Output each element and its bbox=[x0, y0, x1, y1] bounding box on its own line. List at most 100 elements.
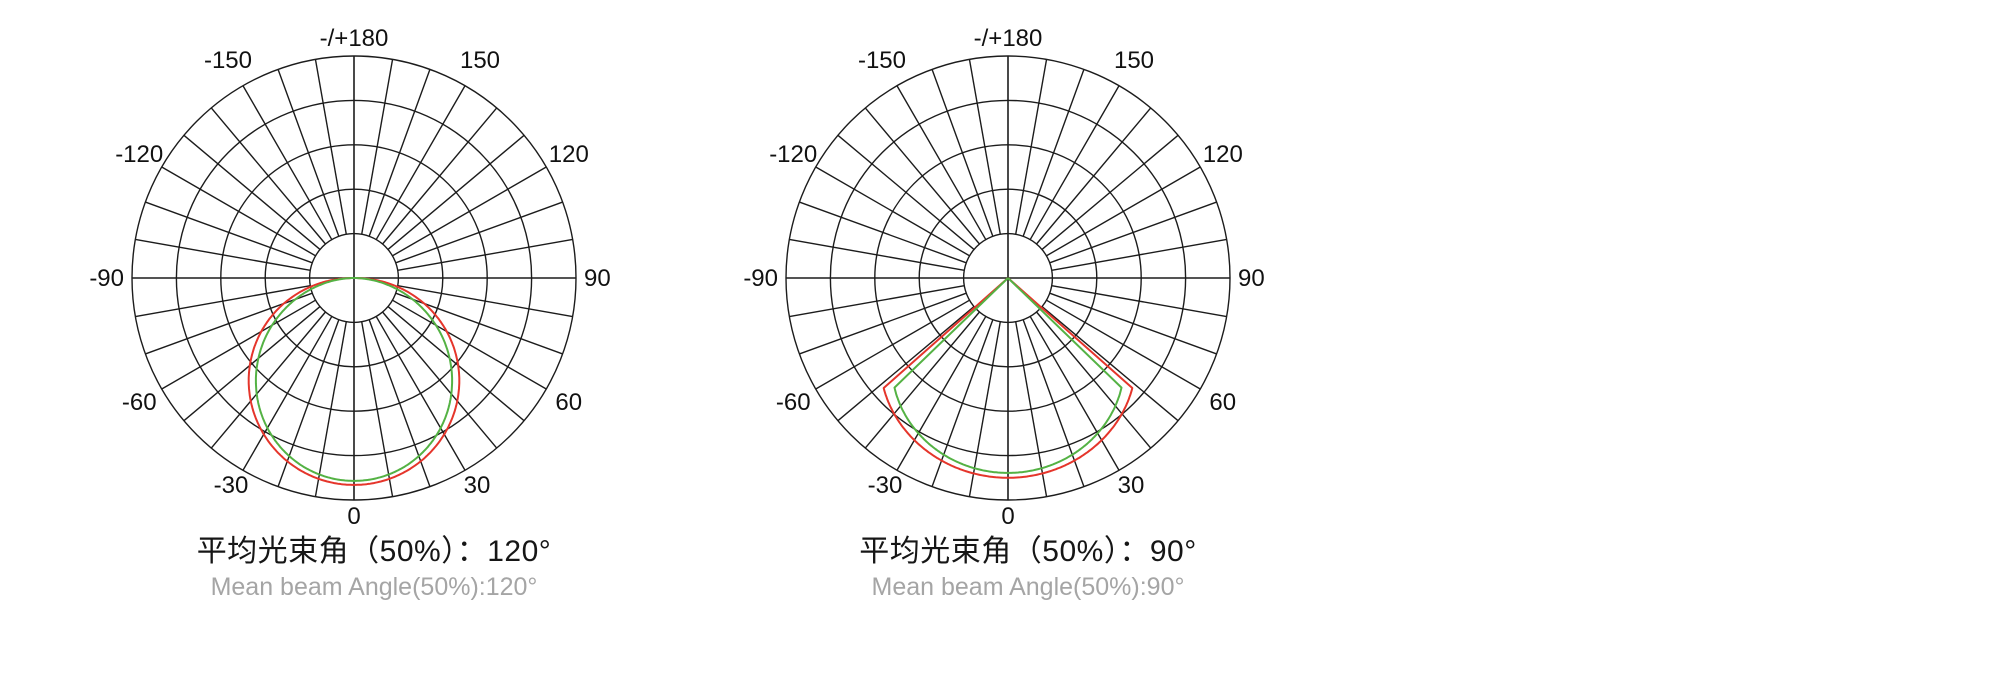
grid-spoke bbox=[382, 107, 498, 245]
grid-spoke bbox=[864, 311, 980, 449]
grid-spoke bbox=[896, 316, 987, 471]
grid-spoke bbox=[277, 69, 340, 237]
beam-curve-plane-C90 bbox=[254, 277, 454, 482]
grid-spoke bbox=[242, 316, 333, 471]
grid-spoke bbox=[799, 201, 967, 264]
grid-spoke bbox=[375, 316, 466, 471]
angle-label: -90 bbox=[743, 265, 778, 292]
angle-label: 120 bbox=[549, 141, 589, 168]
grid-spoke bbox=[183, 134, 321, 250]
chart-caption-120: 平均光束角（50%）：120° Mean beam Angle(50%):120… bbox=[44, 535, 704, 602]
angle-label: -90 bbox=[89, 265, 124, 292]
polar-chart-svg-120: -/+180 150 120 90 60 30 0 -30 -60 -90 -120 -150 bbox=[89, 25, 610, 530]
grid-spoke bbox=[314, 59, 347, 235]
grid-spoke bbox=[837, 134, 975, 250]
angle-label: 150 bbox=[460, 47, 500, 74]
angle-label: 120 bbox=[1203, 141, 1243, 168]
grid-spoke bbox=[375, 85, 466, 240]
grid-spoke bbox=[864, 107, 980, 245]
grid-spoke bbox=[135, 285, 311, 318]
grid-spoke bbox=[277, 319, 340, 487]
grid-spoke bbox=[397, 285, 573, 318]
grid-spoke bbox=[395, 201, 563, 264]
grid-spoke bbox=[1029, 85, 1120, 240]
angle-label: 30 bbox=[464, 472, 491, 499]
angle-label: -60 bbox=[122, 389, 157, 416]
grid-spoke bbox=[397, 238, 573, 271]
caption-chinese: 平均光束角（50%）：90° bbox=[859, 535, 1197, 568]
grid-spoke bbox=[815, 299, 970, 390]
grid-spoke bbox=[145, 292, 313, 355]
angle-label: 60 bbox=[1209, 389, 1236, 416]
beam-curve-plane-C0 bbox=[247, 277, 461, 486]
grid-spoke bbox=[161, 299, 316, 390]
grid-spoke bbox=[1049, 292, 1217, 355]
grid-spoke bbox=[1046, 299, 1201, 390]
grid-spoke bbox=[968, 59, 1001, 235]
grid-spoke bbox=[392, 166, 547, 257]
angle-label: 150 bbox=[1114, 47, 1154, 74]
grid-spoke bbox=[896, 85, 987, 240]
polar-grid bbox=[131, 55, 577, 501]
grid-spoke bbox=[1029, 316, 1120, 471]
chart-caption-90: 平均光束角（50%）：90° Mean beam Angle(50%):90° bbox=[698, 535, 1358, 602]
grid-spoke bbox=[789, 285, 965, 318]
angle-label: -30 bbox=[868, 472, 903, 499]
grid-spoke bbox=[789, 238, 965, 271]
angle-label: 90 bbox=[1238, 265, 1265, 292]
angle-label: -30 bbox=[214, 472, 249, 499]
grid-spoke bbox=[314, 321, 347, 497]
grid-spoke bbox=[931, 69, 994, 237]
grid-spoke bbox=[931, 319, 994, 487]
angle-label: -120 bbox=[115, 141, 163, 168]
grid-spoke bbox=[382, 311, 498, 449]
grid-spoke bbox=[210, 311, 326, 449]
beam-curve-plane-C0 bbox=[882, 277, 1134, 479]
caption-chinese: 平均光束角（50%）：120° bbox=[196, 535, 552, 568]
grid-spoke bbox=[1041, 306, 1179, 422]
angle-label: 90 bbox=[584, 265, 611, 292]
grid-spoke bbox=[1046, 166, 1201, 257]
grid-spoke bbox=[1015, 59, 1048, 235]
angle-label: -120 bbox=[769, 141, 817, 168]
caption-english: Mean beam Angle(50%):90° bbox=[871, 572, 1185, 601]
angle-label: 60 bbox=[555, 389, 582, 416]
angle-label: 30 bbox=[1118, 472, 1145, 499]
polar-chart-beam-90: -/+180 150 120 90 60 30 0 -30 -60 -90 -120 -150 平均光… bbox=[698, 0, 1358, 681]
grid-spoke bbox=[161, 166, 316, 257]
grid-spoke bbox=[1022, 319, 1085, 487]
grid-spoke bbox=[837, 306, 975, 422]
angle-labels: -/+180 150 120 90 60 30 0 -30 -60 -90 -120 -150 bbox=[89, 25, 610, 530]
polar-grid bbox=[785, 55, 1231, 501]
grid-spoke bbox=[361, 321, 394, 497]
caption-english: Mean beam Angle(50%):120° bbox=[210, 572, 538, 601]
grid-spoke bbox=[387, 134, 525, 250]
polar-chart-beam-120: -/+180 150 120 90 60 30 0 -30 -60 -90 -120 -150 平均光… bbox=[44, 0, 704, 681]
grid-spoke bbox=[135, 238, 311, 271]
grid-spoke bbox=[1036, 107, 1152, 245]
grid-spoke bbox=[1036, 311, 1152, 449]
grid-spoke bbox=[1051, 238, 1227, 271]
grid-spoke bbox=[1049, 201, 1217, 264]
beam-curve-plane-C90 bbox=[893, 277, 1123, 474]
angle-label: -150 bbox=[204, 47, 252, 74]
polar-chart-svg-90: -/+180 150 120 90 60 30 0 -30 -60 -90 -120 -150 bbox=[743, 25, 1264, 530]
grid-spoke bbox=[387, 306, 525, 422]
grid-spoke bbox=[395, 292, 563, 355]
grid-spoke bbox=[368, 69, 431, 237]
angle-label: 0 bbox=[1001, 503, 1014, 530]
angle-label: 0 bbox=[347, 503, 360, 530]
grid-spoke bbox=[1051, 285, 1227, 318]
angle-label: -150 bbox=[858, 47, 906, 74]
angle-label: -60 bbox=[776, 389, 811, 416]
angle-label: -/+180 bbox=[974, 25, 1043, 52]
angle-label: -/+180 bbox=[320, 25, 389, 52]
angle-labels: -/+180 150 120 90 60 30 0 -30 -60 -90 -120 -150 bbox=[743, 25, 1264, 530]
grid-spoke bbox=[145, 201, 313, 264]
grid-spoke bbox=[242, 85, 333, 240]
grid-spoke bbox=[183, 306, 321, 422]
grid-spoke bbox=[1022, 69, 1085, 237]
grid-spoke bbox=[210, 107, 326, 245]
grid-spoke bbox=[361, 59, 394, 235]
